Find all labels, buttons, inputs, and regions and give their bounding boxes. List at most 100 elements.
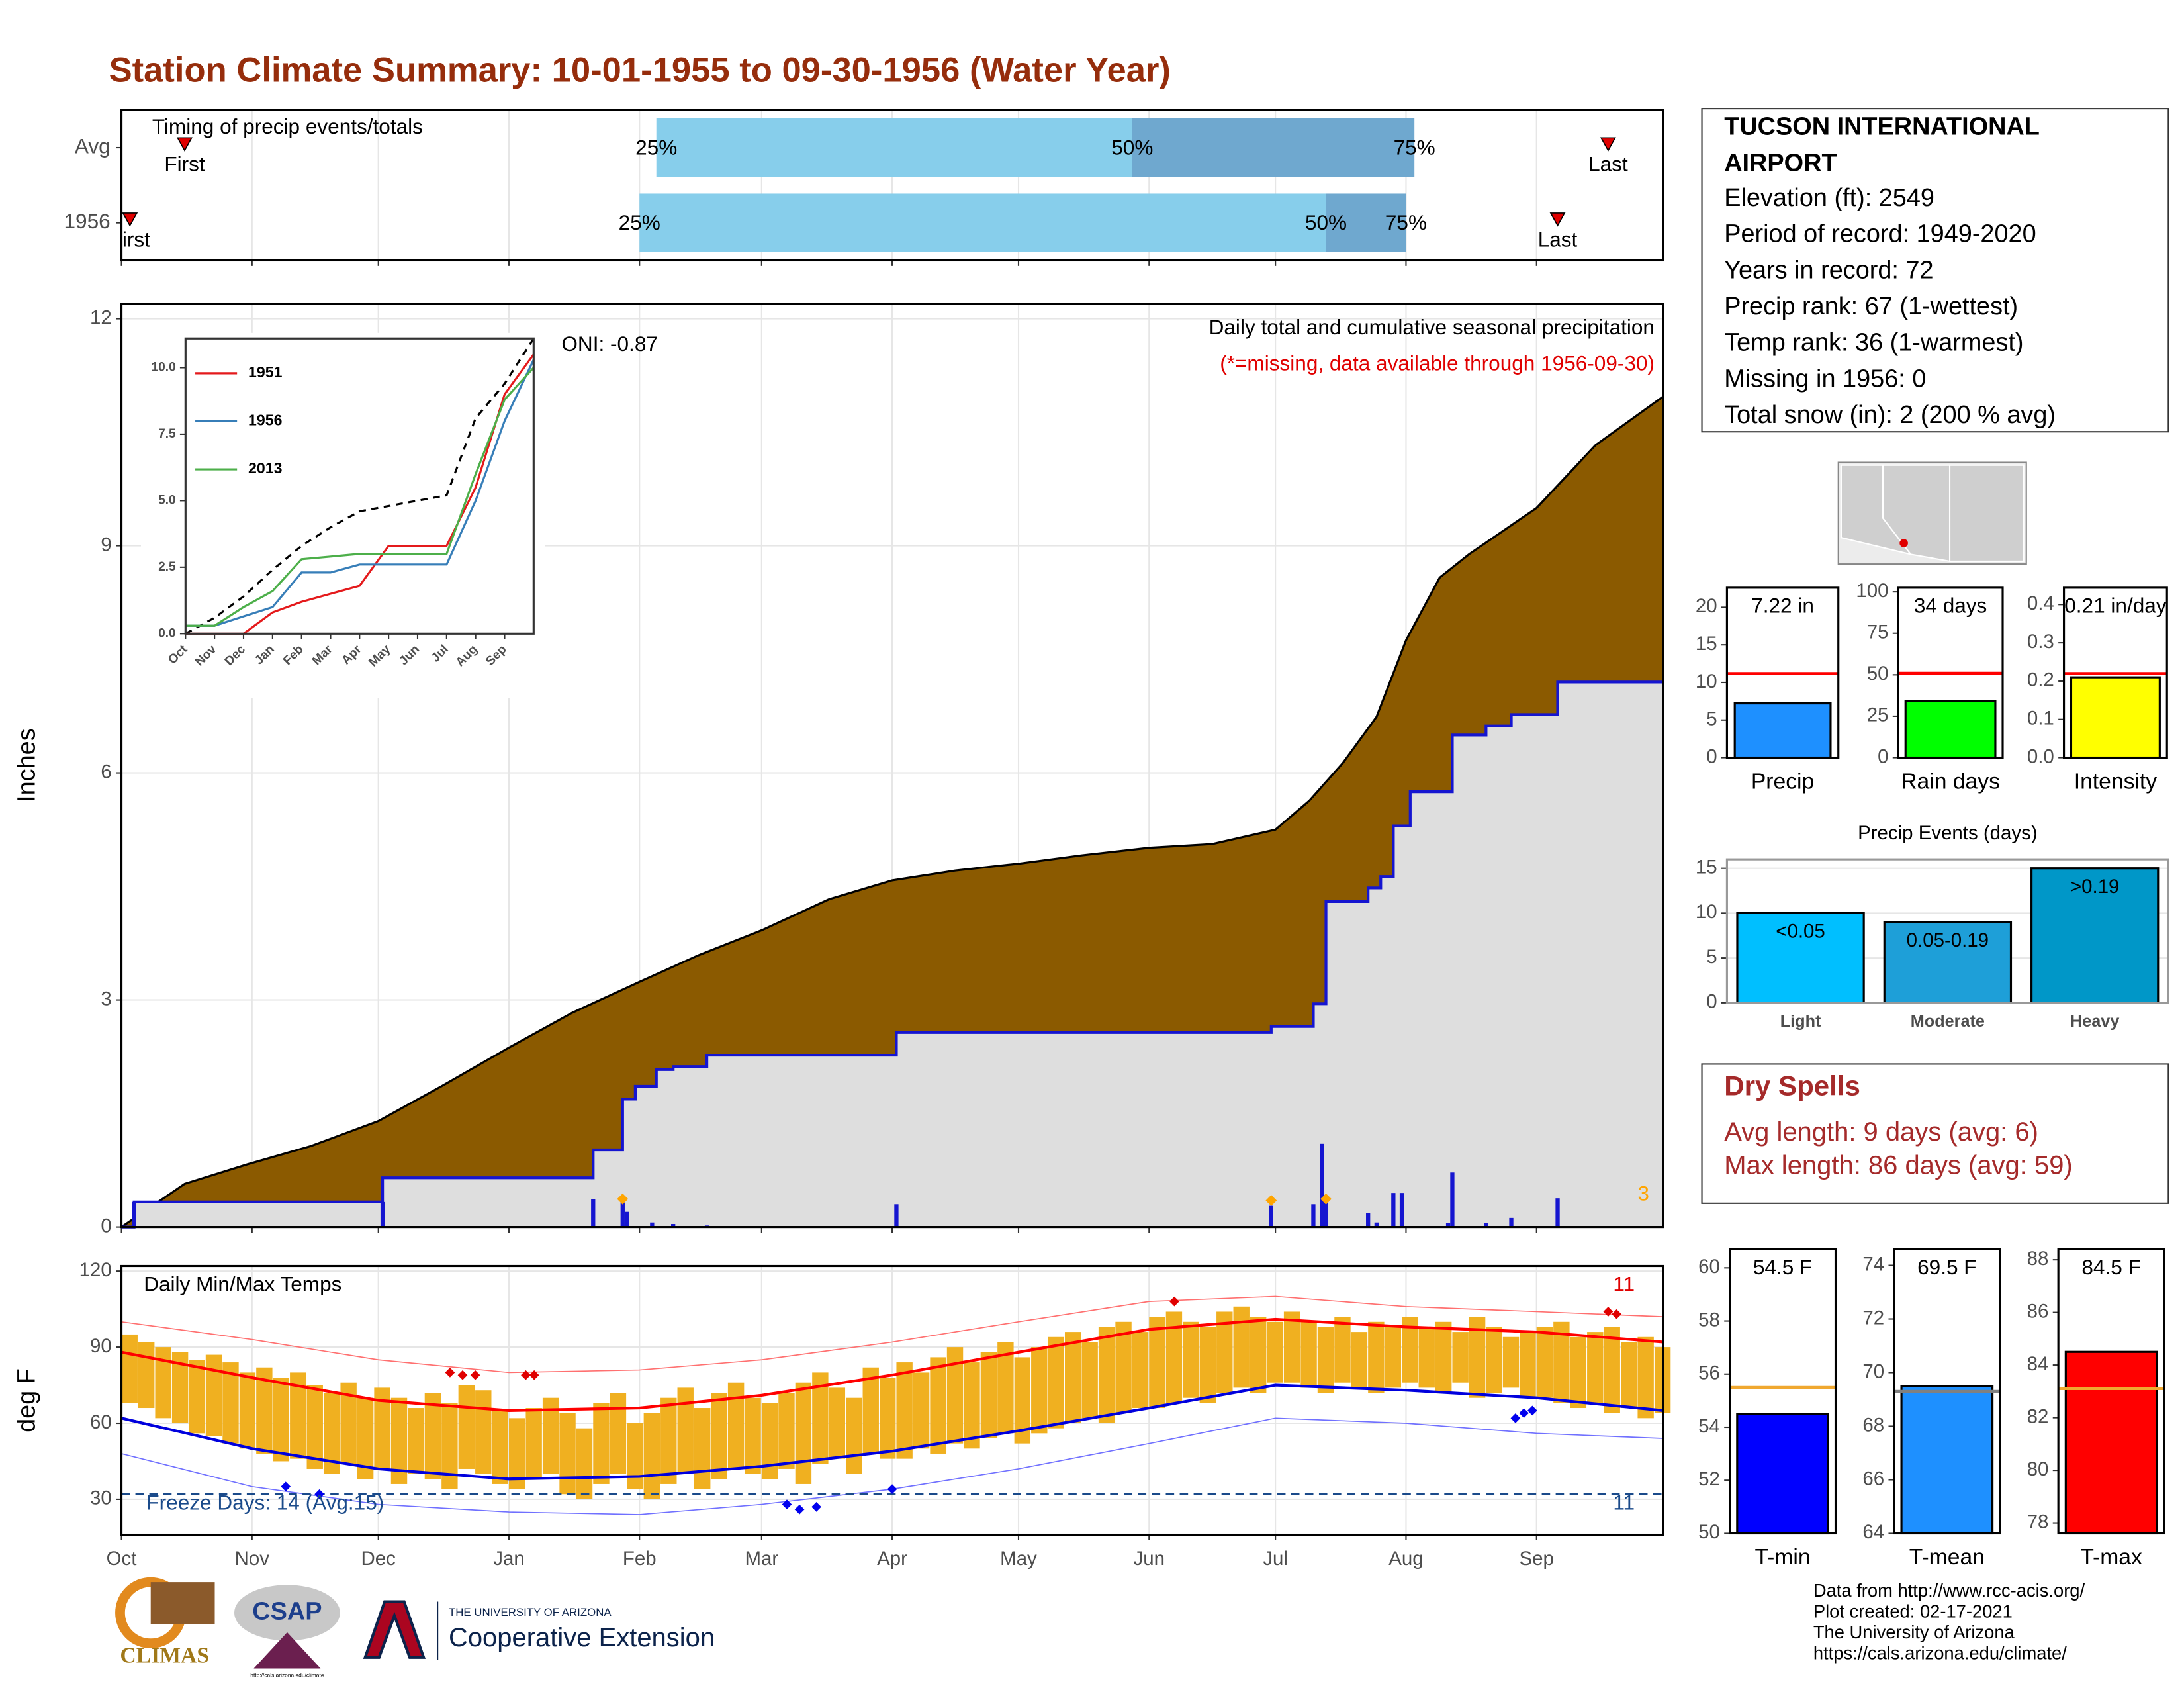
temp-range bbox=[1502, 1336, 1520, 1388]
plot-frame bbox=[120, 303, 1664, 1229]
y-tick-label: 10 bbox=[1696, 901, 1717, 923]
daily-bar bbox=[1450, 1172, 1455, 1227]
station-line: Elevation (ft): 2549 bbox=[1724, 184, 1934, 212]
x-tick-label: Sep bbox=[1520, 1548, 1554, 1570]
bar bbox=[2070, 676, 2161, 759]
y-tick-label: 82 bbox=[2027, 1405, 2049, 1427]
temp-range bbox=[1536, 1327, 1553, 1398]
dry-spells-line: Avg length: 9 days (avg: 6) bbox=[1724, 1117, 2038, 1147]
extension-label: Cooperative Extension bbox=[449, 1623, 715, 1652]
daily-bar bbox=[620, 1201, 625, 1227]
temp-range bbox=[1317, 1327, 1334, 1393]
temp-range bbox=[1216, 1311, 1233, 1393]
temp-range bbox=[761, 1403, 778, 1479]
timing-bar bbox=[1132, 118, 1415, 177]
value-label: <0.05 bbox=[1776, 921, 1825, 943]
daily-bar bbox=[1484, 1223, 1488, 1227]
value-label: 69.5 F bbox=[1917, 1255, 1976, 1279]
ua-logo bbox=[363, 1600, 426, 1659]
temp-range bbox=[1048, 1336, 1064, 1429]
credit-line: Plot created: 02-17-2021 bbox=[1813, 1601, 2013, 1622]
temp-range bbox=[306, 1385, 323, 1469]
snow-event bbox=[617, 1193, 629, 1205]
bar bbox=[1904, 700, 1997, 759]
y-tick-label: 5 bbox=[1706, 708, 1717, 730]
temp-range bbox=[525, 1408, 542, 1479]
cumulative-line bbox=[121, 680, 1663, 1229]
temp-range bbox=[222, 1362, 239, 1444]
bar bbox=[1733, 702, 1832, 759]
value-label: 54.5 F bbox=[1753, 1255, 1812, 1279]
daily-bar bbox=[1445, 1223, 1451, 1227]
locator-map bbox=[1837, 461, 2027, 565]
temp-range bbox=[1351, 1332, 1368, 1388]
temp-range bbox=[1300, 1321, 1317, 1388]
csap-label: CSAP bbox=[252, 1597, 322, 1625]
y-tick-label: 0.0 bbox=[2027, 745, 2054, 767]
temp-range bbox=[424, 1393, 441, 1479]
snow-event bbox=[1320, 1193, 1332, 1205]
x-tick-label: Feb bbox=[623, 1548, 657, 1570]
daily-bar bbox=[650, 1222, 655, 1227]
y-tick-label: 70 bbox=[1862, 1360, 1884, 1382]
temp-range bbox=[1520, 1332, 1536, 1398]
temp-range bbox=[121, 1334, 138, 1403]
station-line: Precip rank: 67 (1-wettest) bbox=[1724, 293, 2018, 320]
daily-bar bbox=[671, 1224, 676, 1227]
value-label: 34 days bbox=[1914, 594, 1987, 618]
y-tick-label: 5.0 bbox=[158, 493, 175, 507]
legend-label: 2013 bbox=[248, 459, 283, 477]
daily-bar bbox=[1399, 1193, 1404, 1227]
y-tick-label: 86 bbox=[2027, 1300, 2049, 1322]
station-line: Temp rank: 36 (1-warmest) bbox=[1724, 329, 2023, 357]
event-label: Last bbox=[1588, 152, 1628, 176]
quantile-label: 75% bbox=[1394, 135, 1435, 159]
y-tick-label: 10.0 bbox=[152, 360, 176, 374]
y-tick-label: 0 bbox=[101, 1215, 111, 1237]
temp-range bbox=[458, 1385, 475, 1469]
x-tick-label: Heavy bbox=[2070, 1012, 2119, 1031]
ua-label: THE UNIVERSITY OF ARIZONA bbox=[449, 1606, 612, 1618]
row-label: Avg bbox=[75, 134, 111, 158]
event-marker bbox=[1600, 137, 1616, 152]
value-label: 7.22 in bbox=[1751, 594, 1814, 618]
y-tick-label: 80 bbox=[2027, 1458, 2049, 1480]
x-tick-label: Jul bbox=[1263, 1548, 1288, 1570]
y-tick-label: 15 bbox=[1696, 633, 1717, 655]
temp-range bbox=[1637, 1336, 1654, 1419]
temp-range bbox=[778, 1393, 795, 1469]
csap-url: http://cals.arizona.edu/climate bbox=[250, 1671, 324, 1678]
plot-frame bbox=[184, 337, 535, 635]
y-tick-label: 66 bbox=[1862, 1468, 1884, 1489]
temp-range bbox=[745, 1397, 761, 1474]
temp-range bbox=[408, 1408, 424, 1474]
station-line: Period of record: 1949-2020 bbox=[1724, 220, 2036, 248]
cumulative-area bbox=[121, 397, 1663, 1227]
temp-range bbox=[643, 1413, 660, 1499]
y-tick-label: 10 bbox=[1696, 671, 1717, 692]
timing-bar bbox=[656, 118, 1132, 177]
temp-range bbox=[1183, 1321, 1199, 1398]
cumulative-area bbox=[121, 682, 1663, 1227]
y-tick-label: 72 bbox=[1862, 1307, 1884, 1329]
record-marker bbox=[811, 1502, 821, 1512]
y-tick-label: 3 bbox=[101, 988, 111, 1009]
y-tick-label: 0.3 bbox=[2027, 631, 2054, 653]
timing-bar bbox=[639, 193, 1326, 252]
temp-range bbox=[677, 1387, 694, 1474]
temp-range bbox=[1149, 1317, 1165, 1409]
temp-range bbox=[475, 1390, 492, 1474]
temp-range bbox=[1435, 1321, 1452, 1393]
temp-range bbox=[913, 1372, 930, 1449]
temp-range bbox=[930, 1357, 946, 1454]
y-tick-label: 54 bbox=[1698, 1415, 1720, 1437]
y-tick-label: 20 bbox=[1696, 595, 1717, 617]
y-tick-label: 9 bbox=[101, 534, 111, 555]
x-tick-label: Aug bbox=[1388, 1548, 1423, 1570]
temp-range bbox=[964, 1362, 980, 1449]
x-tick-label: Nov bbox=[235, 1548, 270, 1570]
bar-category: T-min bbox=[1754, 1545, 1810, 1570]
temp-range bbox=[627, 1423, 643, 1489]
temp-range bbox=[829, 1387, 846, 1459]
